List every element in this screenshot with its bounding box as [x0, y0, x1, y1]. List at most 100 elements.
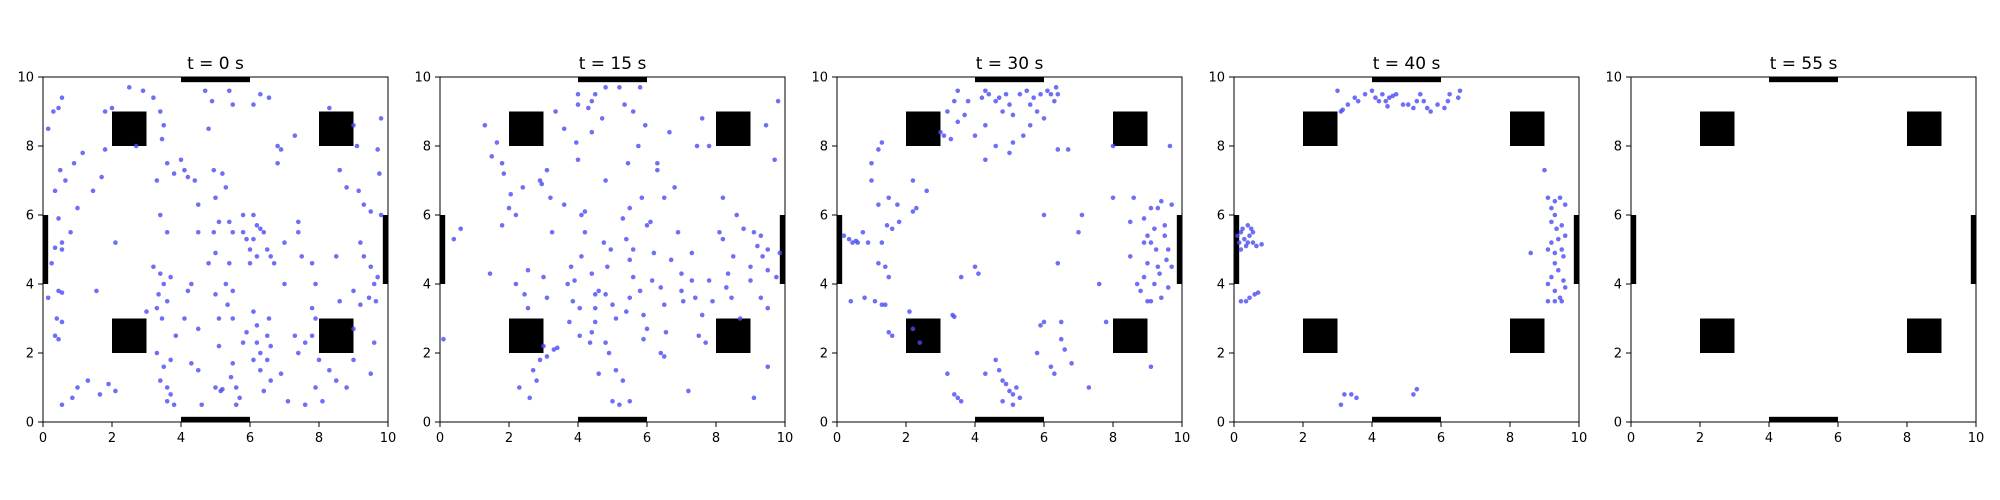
agent-point: [608, 247, 614, 252]
agent-point: [59, 240, 65, 245]
agent-point: [1421, 98, 1427, 104]
agent-point: [651, 250, 657, 256]
agent-point: [596, 371, 601, 377]
exit-2: [43, 215, 49, 284]
y-tick-label: 6: [26, 209, 34, 224]
exit-3: [382, 215, 388, 284]
subplot-0: 0 2 4 6 8 10 0 2 4 6 8 10 t = 0 s: [17, 54, 396, 446]
agent-point: [525, 267, 531, 273]
agent-point: [1007, 388, 1012, 394]
agent-point: [589, 330, 595, 335]
agent-point: [1003, 91, 1009, 97]
agent-point: [1017, 91, 1023, 97]
agent-point: [344, 385, 349, 390]
agent-point: [1424, 105, 1430, 111]
agent-point: [886, 330, 892, 335]
obstacle-2: [112, 318, 147, 353]
agent-point: [378, 116, 384, 121]
y-tick-label: 4: [1614, 278, 1622, 293]
agent-point: [622, 102, 627, 107]
agent-point: [725, 271, 731, 276]
agent-point: [1048, 91, 1054, 97]
agent-point: [1145, 233, 1150, 238]
x-tick-label: 2: [1696, 431, 1704, 446]
agent-point: [192, 178, 198, 183]
agent-point: [537, 357, 543, 363]
agent-point: [1038, 91, 1043, 97]
agent-point: [164, 229, 170, 235]
agent-point: [361, 202, 367, 207]
x-tick-label: 6: [1437, 431, 1445, 446]
obstacle-2: [906, 318, 941, 353]
agent-point: [1435, 102, 1440, 107]
agent-point: [1103, 319, 1109, 325]
agent-point: [876, 202, 881, 207]
agent-point: [1155, 205, 1161, 211]
agent-point: [986, 91, 992, 97]
agent-point: [758, 233, 764, 238]
agent-point: [755, 243, 760, 249]
agent-point: [655, 167, 660, 173]
agent-point: [489, 154, 495, 159]
agent-point: [952, 98, 957, 104]
agent-point: [1455, 95, 1461, 100]
agent-point: [1352, 95, 1358, 100]
subplot-1: 0 2 4 6 8 10 0 2 4 6 8 10 t = 15 s: [414, 54, 793, 446]
agent-point: [724, 285, 729, 290]
agent-point: [354, 143, 360, 149]
agent-point: [1069, 361, 1074, 366]
agent-point: [220, 386, 225, 392]
agent-point: [1055, 147, 1061, 152]
agent-point: [90, 188, 96, 194]
agent-point: [1340, 107, 1345, 113]
agent-point: [278, 147, 284, 152]
agent-point: [59, 95, 65, 100]
agent-point: [534, 378, 539, 383]
agent-point: [1556, 267, 1561, 273]
agent-point: [258, 226, 263, 232]
agent-point: [233, 385, 239, 390]
agent-point: [264, 333, 270, 339]
x-tick-label: 10: [380, 431, 397, 446]
agent-point: [49, 261, 54, 266]
agent-point: [271, 261, 277, 266]
agent-point: [151, 95, 156, 100]
agent-point: [883, 264, 888, 270]
y-tick-label: 4: [1217, 278, 1225, 293]
agent-point: [1545, 195, 1551, 201]
agent-point: [247, 261, 253, 266]
agent-point: [206, 126, 211, 132]
agent-point: [52, 188, 58, 194]
agent-point: [237, 395, 242, 401]
agent-point: [850, 240, 855, 245]
agent-point: [292, 133, 298, 138]
agent-point: [996, 95, 1002, 100]
agent-point: [161, 123, 167, 128]
agent-point: [494, 140, 500, 145]
agent-point: [70, 395, 75, 401]
agent-point: [1245, 240, 1251, 245]
agent-point: [617, 85, 622, 90]
agent-point: [225, 302, 230, 308]
subplot-title: t = 15 s: [579, 54, 647, 74]
agent-point: [544, 167, 550, 173]
agent-point: [720, 236, 726, 242]
y-tick-label: 2: [1614, 347, 1622, 362]
agent-point: [1335, 88, 1340, 94]
agent-point: [1086, 385, 1092, 390]
obstacle-1: [716, 111, 751, 146]
agent-point: [575, 157, 581, 163]
agent-point: [680, 298, 686, 304]
agent-point: [268, 254, 274, 259]
agent-point: [522, 292, 527, 297]
agent-point: [983, 88, 988, 94]
agent-point: [765, 267, 771, 273]
agent-point: [617, 402, 622, 408]
agent-point: [1127, 219, 1133, 225]
y-tick-label: 8: [423, 140, 431, 155]
agent-point: [508, 192, 514, 197]
obstacle-2: [1700, 318, 1735, 353]
agent-point: [313, 385, 318, 390]
agent-point: [57, 167, 63, 173]
